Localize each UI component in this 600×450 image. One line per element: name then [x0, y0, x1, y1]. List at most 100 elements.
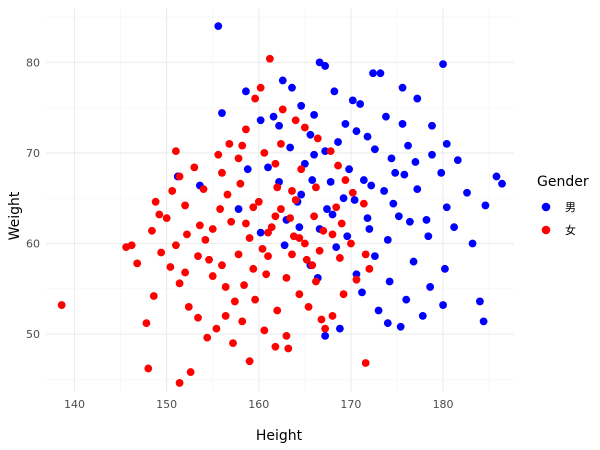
point-male: [288, 83, 296, 92]
point-female: [326, 147, 335, 155]
point-female: [271, 159, 280, 168]
point-male: [315, 58, 324, 67]
point-male: [383, 235, 392, 244]
point-female: [149, 292, 158, 300]
point-female: [201, 235, 210, 244]
point-female: [214, 150, 223, 159]
point-male: [363, 132, 372, 141]
point-female: [184, 302, 193, 311]
point-male: [405, 217, 414, 226]
point-female: [144, 364, 153, 373]
point-male: [269, 112, 278, 121]
point-male: [334, 138, 342, 146]
point-female: [256, 83, 265, 92]
point-female: [227, 217, 236, 226]
point-female: [171, 241, 180, 250]
point-female: [347, 239, 355, 248]
data-points: [57, 22, 506, 387]
point-male: [278, 76, 287, 85]
point-female: [148, 226, 156, 235]
point-male: [358, 288, 366, 297]
legend-label-male: 男: [565, 201, 576, 214]
point-male: [234, 205, 243, 213]
x-tick-label: 150: [156, 398, 177, 411]
point-male: [343, 232, 352, 241]
point-female: [328, 230, 337, 239]
point-female: [181, 268, 190, 277]
point-female: [133, 259, 142, 268]
point-female: [57, 301, 66, 309]
point-male: [481, 201, 490, 210]
point-male: [297, 101, 306, 110]
point-female: [194, 252, 202, 261]
point-male: [332, 243, 341, 251]
point-female: [339, 290, 348, 299]
point-female: [218, 261, 226, 270]
point-female: [238, 317, 247, 326]
point-male: [275, 121, 283, 130]
point-female: [337, 219, 346, 228]
point-male: [363, 214, 372, 223]
x-tick-label: 180: [433, 398, 454, 411]
point-male: [243, 165, 252, 174]
point-female: [334, 161, 342, 170]
point-female: [234, 250, 243, 259]
point-female: [254, 197, 263, 206]
point-male: [380, 187, 389, 195]
point-female: [271, 342, 280, 351]
point-female: [175, 379, 184, 387]
point-female: [186, 368, 195, 376]
point-female: [221, 312, 230, 320]
legend: Gender 男 女: [537, 174, 589, 237]
point-male: [295, 223, 304, 232]
point-female: [365, 264, 374, 273]
point-female: [221, 283, 230, 291]
point-female: [295, 290, 304, 299]
point-female: [216, 205, 225, 213]
y-tick-label: 50: [26, 328, 40, 341]
point-male: [383, 319, 392, 328]
point-male: [404, 141, 412, 150]
point-female: [157, 248, 166, 257]
point-female: [162, 214, 171, 223]
point-male: [428, 150, 436, 159]
point-male: [286, 143, 295, 152]
point-male: [310, 110, 318, 119]
point-male: [374, 306, 383, 315]
point-male: [453, 156, 462, 165]
x-tick-label: 140: [64, 398, 85, 411]
point-female: [335, 254, 344, 262]
point-male: [413, 94, 422, 103]
point-female: [278, 105, 287, 114]
point-male: [297, 190, 306, 199]
point-male: [411, 158, 420, 166]
point-female: [265, 54, 274, 63]
point-male: [439, 60, 447, 69]
point-male: [479, 317, 488, 326]
point-female: [300, 123, 309, 132]
point-female: [264, 228, 272, 237]
point-female: [264, 252, 272, 261]
point-male: [359, 176, 368, 184]
point-female: [273, 306, 282, 315]
point-male: [428, 121, 436, 130]
y-tick-label: 80: [26, 56, 40, 69]
point-male: [389, 199, 398, 208]
point-male: [463, 188, 471, 197]
legend-label-female: 女: [565, 223, 576, 237]
point-female: [271, 212, 280, 221]
point-male: [256, 116, 265, 125]
point-male: [306, 130, 315, 139]
point-female: [230, 297, 239, 306]
point-female: [166, 263, 175, 271]
point-male: [321, 147, 330, 155]
point-male: [387, 154, 396, 163]
point-male: [330, 87, 339, 96]
point-female: [312, 183, 320, 192]
point-male: [376, 69, 385, 78]
point-male: [442, 139, 451, 148]
point-male: [356, 100, 365, 108]
point-male: [321, 62, 330, 70]
point-male: [391, 168, 400, 177]
point-female: [151, 197, 160, 206]
